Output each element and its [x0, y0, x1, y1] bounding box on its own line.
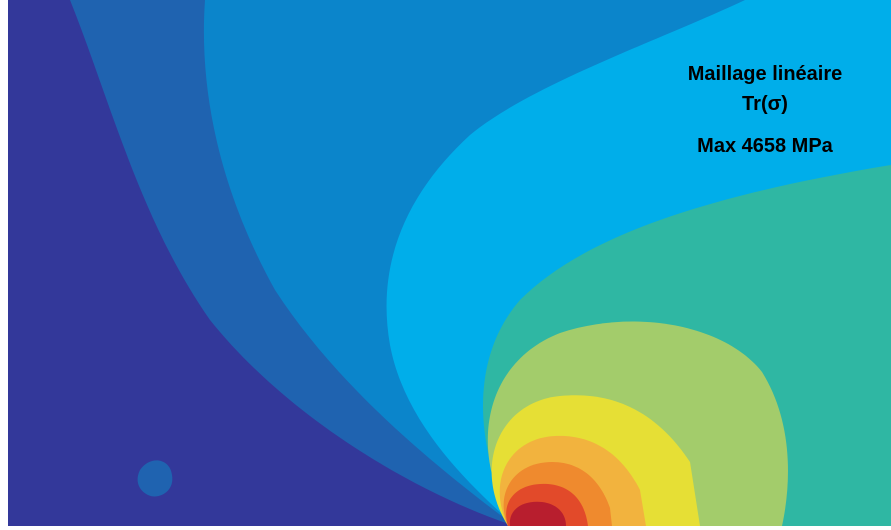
annotation-title: Maillage linéaire [688, 63, 843, 85]
annotation-max: Max 4658 MPa [697, 135, 834, 157]
annotation-quantity: Tr(σ) [742, 93, 788, 115]
bottom-edge [0, 526, 891, 530]
island [137, 460, 173, 497]
band-navy [8, 0, 515, 526]
band-dark-red [509, 501, 566, 526]
